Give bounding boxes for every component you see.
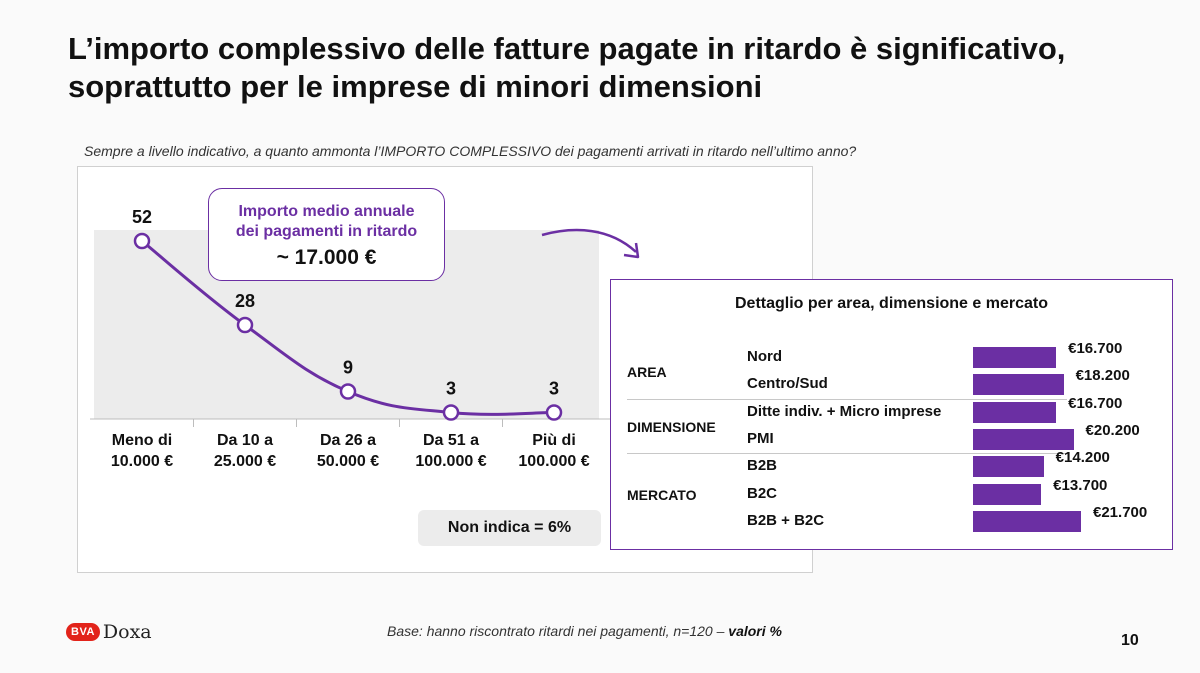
bar-value-label: €16.700 <box>1068 340 1123 357</box>
base-emph: valori % <box>728 623 782 639</box>
callout-value: ~ 17.000 € <box>276 246 377 269</box>
bar-value-label: €18.200 <box>1075 367 1130 385</box>
bar-value-label: €13.700 <box>1053 476 1108 494</box>
value-bar <box>973 347 1057 368</box>
x-tick-label: Più di <box>532 432 576 449</box>
x-tick-label: Da 26 a <box>320 432 376 449</box>
row-label: PMI <box>747 429 774 447</box>
bar-value-label: €14.200 <box>1055 449 1110 467</box>
x-tick-label: 50.000 € <box>317 453 379 470</box>
logo-bva: BVA <box>66 623 100 641</box>
group-separator <box>627 398 1067 400</box>
value-bar <box>973 428 1074 450</box>
row-label: Centro/Sud <box>747 375 828 393</box>
group-separator <box>627 453 1067 455</box>
row-label: Ditte indiv. + Micro imprese <box>747 402 942 420</box>
x-tick-label: 100.000 € <box>518 453 589 470</box>
value-bar <box>973 483 1042 505</box>
row-label: Nord <box>747 348 782 365</box>
data-label: 3 <box>446 379 456 399</box>
row-label: B2B + B2C <box>747 511 825 529</box>
row-label: B2B <box>747 457 778 475</box>
callout-line2: dei pagamenti in ritardo <box>235 223 418 240</box>
page-number: 10 <box>1121 632 1139 649</box>
row-label: B2C <box>747 484 778 502</box>
slide-title-line2: soprattutto per le imprese di minori dim… <box>68 69 763 104</box>
data-label: 3 <box>549 379 559 399</box>
value-bar <box>973 456 1044 478</box>
data-point <box>339 383 357 400</box>
data-point <box>442 404 460 421</box>
data-label: 9 <box>343 358 353 378</box>
bar-value-label: €20.200 <box>1085 421 1140 439</box>
value-bar <box>973 401 1057 423</box>
x-tick-label: 25.000 € <box>214 453 276 470</box>
x-tick-label: 100.000 € <box>415 453 486 470</box>
callout-line1: Importo medio annuale <box>238 203 415 220</box>
survey-question: Sempre a livello indicativo, a quanto am… <box>84 143 857 159</box>
x-tick-label: Da 10 a <box>217 432 273 449</box>
slide-title: L’importo complessivo delle fatture paga… <box>68 30 1168 106</box>
value-bar <box>973 374 1064 396</box>
slide-title-line1: L’importo complessivo delle fatture paga… <box>68 31 1066 66</box>
base-note: Base: hanno riscontrato ritardi nei paga… <box>387 623 782 639</box>
bar-value-label: €21.700 <box>1093 503 1148 521</box>
group-label: MERCATO <box>627 487 697 504</box>
curved-arrow-icon <box>541 228 640 259</box>
non-indica-badge: Non indica = 6% <box>418 510 601 546</box>
average-callout: Importo medio annuale dei pagamenti in r… <box>208 188 445 281</box>
data-point <box>545 404 563 421</box>
bva-doxa-logo: BVA Doxa <box>66 621 152 643</box>
logo-doxa: Doxa <box>102 621 152 643</box>
data-label: 28 <box>235 291 255 311</box>
group-label: AREA <box>627 364 667 381</box>
data-point <box>133 232 151 250</box>
group-label: DIMENSIONE <box>627 418 716 435</box>
value-bar <box>973 510 1081 532</box>
data-point <box>236 316 254 334</box>
x-tick-label: Meno di <box>112 432 172 449</box>
detail-title: Dettaglio per area, dimensione e mercato <box>735 295 1048 312</box>
data-label: 52 <box>132 207 152 227</box>
x-tick-label: Da 51 a <box>423 432 479 449</box>
base-text: Base: hanno riscontrato ritardi nei paga… <box>387 623 729 639</box>
bar-value-label: €16.700 <box>1068 394 1123 412</box>
detail-panel: Dettaglio per area, dimensione e mercato… <box>610 279 1173 550</box>
x-tick-label: 10.000 € <box>111 453 173 470</box>
